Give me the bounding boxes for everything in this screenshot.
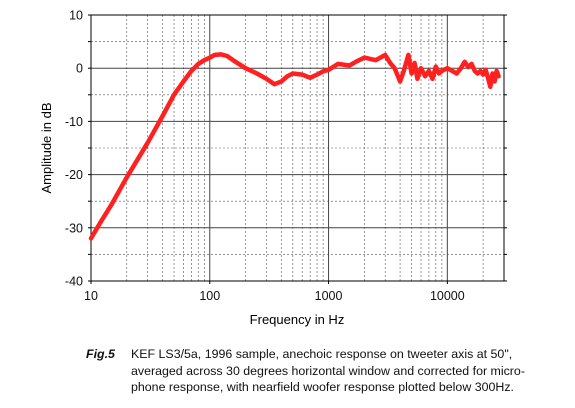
x-axis-title: Frequency in Hz [250,312,345,327]
x-tick-label: 1000 [315,289,343,303]
caption-line: KEF LS3/5a, 1996 sample, anechoic respon… [131,347,513,361]
y-tick-label: -30 [65,221,83,235]
y-tick-label: 0 [76,62,83,76]
y-tick-label: 10 [69,9,83,23]
frequency-response-chart: 100-10-20-30-40 10 100 1000 10000 Frequency… [39,9,507,327]
caption-text: KEF LS3/5a, 1996 sample, anechoic respon… [131,346,566,396]
y-tick-labels: 10 0 -10 -20 -30 -40 [65,9,83,289]
minor-grid [91,15,505,281]
x-tick-labels: 10 100 1000 10000 [84,289,465,303]
axis-ticks [88,14,507,284]
figure-label: Fig.5 [86,347,115,361]
caption-line: phone response, with nearfield woofer re… [131,380,514,394]
x-tick-label: 100 [199,289,220,303]
response-curve [88,52,501,241]
x-tick-label: 10 [84,289,98,303]
y-tick-label: -10 [65,115,83,129]
y-tick-label: -40 [65,275,83,289]
caption-line: averaged across 30 degrees horizontal wi… [131,363,525,378]
y-axis-title: Amplitude in dB [39,102,54,193]
x-tick-label: 10000 [430,289,465,303]
y-tick-label: -20 [65,168,83,182]
